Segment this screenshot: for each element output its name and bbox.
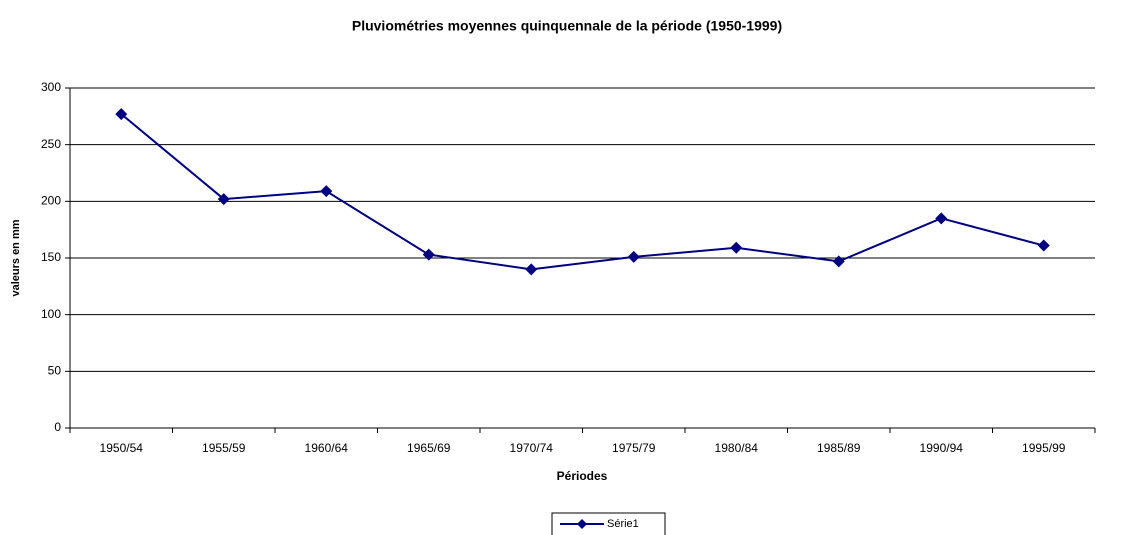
point: [730, 241, 743, 254]
series-line: [120, 113, 1045, 271]
x-tick-label: 1990/94: [920, 441, 964, 455]
x-tick-label: 1995/99: [1022, 441, 1066, 455]
y-tick-label: 0: [54, 420, 61, 434]
x-tick-label: 1950/54: [100, 441, 144, 455]
point: [115, 108, 128, 121]
point: [627, 250, 640, 263]
point: [422, 248, 435, 261]
point: [217, 193, 230, 206]
y-tick-label: 50: [48, 364, 62, 378]
chart-title: Pluviométries moyennes quinquennale de l…: [352, 18, 782, 34]
y-axis-label: valeurs en mm: [10, 219, 22, 296]
x-tick-label: 1980/84: [715, 441, 759, 455]
point: [832, 255, 845, 268]
legend-label: Série1: [607, 518, 639, 530]
x-tick-label: 1985/89: [817, 441, 861, 455]
point: [1037, 239, 1050, 252]
x-tick-label: 1955/59: [202, 441, 246, 455]
point: [320, 185, 333, 198]
y-tick-label: 200: [41, 194, 61, 208]
x-tick-label: 1975/79: [612, 441, 656, 455]
x-tick-label: 1965/69: [407, 441, 451, 455]
y-tick-label: 100: [41, 307, 61, 321]
x-tick-label: 1960/64: [305, 441, 349, 455]
legend-box: [551, 512, 666, 535]
y-tick-label: 300: [41, 80, 61, 94]
legend-marker: [577, 519, 587, 529]
point: [935, 212, 948, 225]
y-tick-label: 150: [41, 250, 61, 264]
x-axis-label: Périodes: [557, 469, 608, 483]
point: [525, 263, 538, 276]
x-tick-label: 1970/74: [510, 441, 554, 455]
y-tick-label: 250: [41, 137, 61, 151]
